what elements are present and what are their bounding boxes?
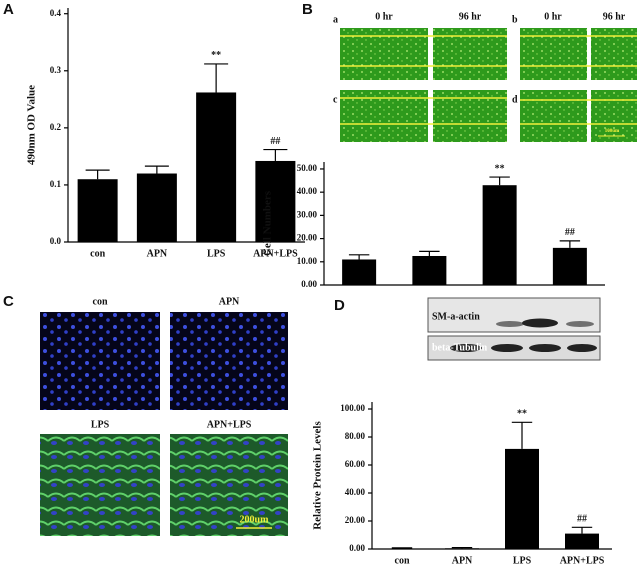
- y-tick-label: 20.00: [297, 233, 318, 243]
- annotation: **: [211, 50, 221, 61]
- x-tick-label: LPS: [513, 555, 532, 564]
- y-tick-label: 0.3: [50, 65, 62, 75]
- y-tick-label: 10.00: [297, 256, 318, 266]
- y-tick-label: 40.00: [345, 487, 366, 497]
- image: [40, 434, 160, 536]
- bar: [196, 92, 237, 242]
- y-axis-label: Cell Numbers: [262, 190, 274, 256]
- y-tick-label: 80.00: [345, 431, 366, 441]
- image: [591, 90, 637, 142]
- image-label: APN: [219, 296, 240, 307]
- blot-label: SM-a-actin: [432, 311, 480, 322]
- panel-letter: D: [334, 297, 345, 314]
- time-label: 0 hr: [375, 11, 393, 22]
- bar: [77, 179, 118, 242]
- y-tick-label: 0.2: [50, 122, 62, 132]
- y-tick-label: 0.0: [50, 236, 62, 246]
- y-tick-label: 100.00: [340, 403, 365, 413]
- image-label: a: [333, 14, 338, 25]
- image: [170, 434, 288, 536]
- time-label: 96 hr: [603, 11, 626, 22]
- image-label: con: [93, 296, 108, 307]
- bar: [255, 160, 296, 242]
- bar: [552, 247, 587, 285]
- y-tick-label: 0.00: [349, 543, 365, 553]
- bar: [505, 448, 539, 549]
- bar: [136, 173, 177, 242]
- y-tick-label: 20.00: [345, 515, 366, 525]
- bar: [342, 259, 377, 285]
- y-tick-label: 0.4: [50, 8, 62, 18]
- wound-images: [340, 28, 637, 142]
- y-tick-label: 40.00: [297, 186, 318, 196]
- time-label: 96 hr: [459, 11, 482, 22]
- annotation: **: [495, 163, 505, 174]
- x-tick-label: APN+LPS: [560, 555, 605, 564]
- image: [170, 312, 288, 410]
- annotation: ##: [577, 514, 587, 525]
- x-tick-label: con: [90, 248, 105, 259]
- image: [40, 312, 160, 410]
- panel-letter: A: [3, 1, 14, 18]
- annotation: ##: [270, 136, 280, 147]
- image: [520, 90, 587, 142]
- image-label: d: [512, 94, 518, 105]
- y-tick-label: 60.00: [345, 459, 366, 469]
- y-tick-label: 50.00: [297, 163, 318, 173]
- bar: [565, 533, 599, 549]
- annotation: ##: [565, 227, 575, 238]
- x-tick-label: con: [395, 555, 410, 564]
- panel-letter: C: [3, 293, 14, 310]
- panel-letter: B: [302, 1, 313, 18]
- bar: [482, 185, 517, 285]
- x-tick-label: APN+LPS: [253, 248, 298, 259]
- scale-label: 100um: [605, 129, 620, 134]
- image-label: c: [333, 94, 338, 105]
- scale-label: 200um: [240, 514, 270, 525]
- annotation: **: [517, 409, 527, 420]
- bar: [412, 255, 447, 285]
- y-tick-label: 0.1: [50, 179, 62, 189]
- bar: [445, 548, 479, 549]
- x-tick-label: APN: [452, 555, 473, 564]
- blot-label: beta-Tubulin: [432, 342, 488, 353]
- y-tick-label: 30.00: [297, 209, 318, 219]
- time-label: 0 hr: [544, 11, 562, 22]
- y-axis-label: Relative Protein Levels: [312, 421, 324, 530]
- y-axis-label: 490nm OD Value: [26, 85, 38, 165]
- x-tick-label: APN: [147, 248, 168, 259]
- image-label: LPS: [91, 419, 110, 430]
- y-tick-label: 0.00: [301, 279, 317, 289]
- image-label: APN+LPS: [207, 419, 252, 430]
- x-tick-label: LPS: [207, 248, 226, 259]
- image-label: b: [512, 14, 518, 25]
